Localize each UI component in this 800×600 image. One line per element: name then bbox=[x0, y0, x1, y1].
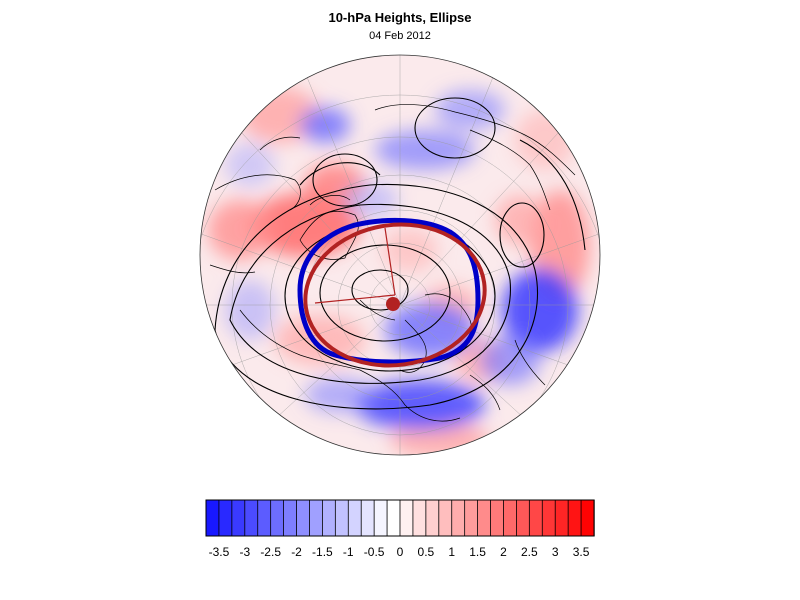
colorbar-swatch bbox=[334, 499, 349, 537]
colorbar-swatch bbox=[386, 499, 401, 537]
colorbar-tick-label: -2 bbox=[291, 545, 302, 559]
colorbar-tick-label: 3.5 bbox=[573, 545, 590, 559]
colorbar-swatch bbox=[516, 499, 531, 537]
anomaly-negative-region bbox=[435, 90, 505, 130]
anomaly-negative-region bbox=[480, 335, 540, 385]
colorbar-swatch bbox=[438, 499, 453, 537]
contour-line bbox=[214, 183, 539, 410]
colorbar-swatch bbox=[244, 499, 259, 537]
colorbar-swatch bbox=[373, 499, 388, 537]
colorbar-tick-label: 0 bbox=[397, 545, 404, 559]
anomaly-positive-region bbox=[250, 193, 360, 257]
vortex-centroid-marker bbox=[386, 297, 400, 311]
colorbar-swatches bbox=[205, 499, 595, 537]
anomaly-negative-region bbox=[300, 107, 350, 143]
fitted-ellipse bbox=[303, 222, 487, 368]
colorbar-tick-label: 3 bbox=[552, 545, 559, 559]
colorbar-tick-label: -0.5 bbox=[364, 545, 385, 559]
colorbar-frame bbox=[205, 499, 595, 537]
colorbar-swatch bbox=[360, 499, 375, 537]
map-title: 10-hPa Heights, Ellipse bbox=[328, 10, 472, 25]
colorbar-swatch bbox=[425, 499, 440, 537]
colorbar-swatch bbox=[296, 499, 311, 537]
colorbar-swatch bbox=[464, 499, 479, 537]
anomaly-negative-region bbox=[502, 268, 578, 352]
colorbar-tick-label: -1 bbox=[343, 545, 354, 559]
colorbar-swatch bbox=[528, 499, 543, 537]
globe-outline bbox=[199, 54, 601, 456]
colorbar-swatch bbox=[347, 499, 362, 537]
colorbar-tick-label: 0.5 bbox=[418, 545, 435, 559]
anomaly-negative-region bbox=[305, 377, 375, 413]
colorbar-tick-label: -3 bbox=[239, 545, 250, 559]
contour-line bbox=[299, 162, 381, 186]
colorbar-swatch bbox=[503, 499, 518, 537]
contour-line bbox=[312, 153, 378, 207]
colorbar-swatch bbox=[309, 499, 324, 537]
anomaly-positive-region bbox=[382, 228, 438, 272]
contour-line bbox=[319, 244, 451, 342]
colorbar-swatch bbox=[451, 499, 466, 537]
contour-line bbox=[499, 202, 545, 268]
vortex-edge bbox=[297, 217, 481, 365]
colorbar-swatch bbox=[205, 499, 220, 537]
colorbar-swatch bbox=[412, 499, 427, 537]
colorbar-tick-label: 1.5 bbox=[469, 545, 486, 559]
contour-line bbox=[351, 269, 409, 311]
colorbar-swatch bbox=[270, 499, 285, 537]
ellipse-minor-axis bbox=[384, 227, 396, 296]
map-date: 04 Feb 2012 bbox=[369, 30, 431, 42]
contour-line bbox=[229, 203, 512, 384]
colorbar-tick-label: -3.5 bbox=[209, 545, 230, 559]
colorbar-swatch bbox=[541, 499, 556, 537]
colorbar-swatch bbox=[283, 499, 298, 537]
colorbar-swatch bbox=[399, 499, 414, 537]
colorbar-tick-label: -2.5 bbox=[260, 545, 281, 559]
anomaly-positive-region bbox=[208, 200, 272, 260]
colorbar-tick-label: -1.5 bbox=[312, 545, 333, 559]
anomaly-negative-region bbox=[225, 143, 275, 187]
colorbar-swatch bbox=[554, 499, 569, 537]
ellipse-major-axis bbox=[314, 294, 396, 304]
colorbar-labels: -3.5 -3 -2.5 -2 -1.5 -1 -0.5 0 0.5 1 1.5 2 2.5 3 3.5 bbox=[209, 545, 590, 559]
colorbar-swatch bbox=[218, 499, 233, 537]
contour-line bbox=[414, 97, 496, 159]
colorbar-swatch bbox=[567, 499, 582, 537]
colorbar-tick-label: 1 bbox=[448, 545, 455, 559]
anomaly-field bbox=[208, 87, 590, 455]
anomaly-positive-region bbox=[495, 195, 545, 245]
anomaly-negative-region bbox=[342, 182, 398, 218]
colorbar-swatch bbox=[257, 499, 272, 537]
colorbar-swatch bbox=[580, 499, 595, 537]
colorbar-swatch bbox=[321, 499, 337, 537]
anomaly-negative-region bbox=[225, 280, 275, 340]
colorbar-swatch bbox=[231, 499, 246, 537]
colorbar-tick-label: 2.5 bbox=[521, 545, 538, 559]
contour-line bbox=[519, 139, 586, 251]
colorbar-tick-label: 2 bbox=[500, 545, 507, 559]
colorbar-swatch bbox=[477, 499, 492, 537]
colorbar-swatch bbox=[490, 499, 505, 537]
anomaly-negative-region bbox=[355, 380, 485, 430]
